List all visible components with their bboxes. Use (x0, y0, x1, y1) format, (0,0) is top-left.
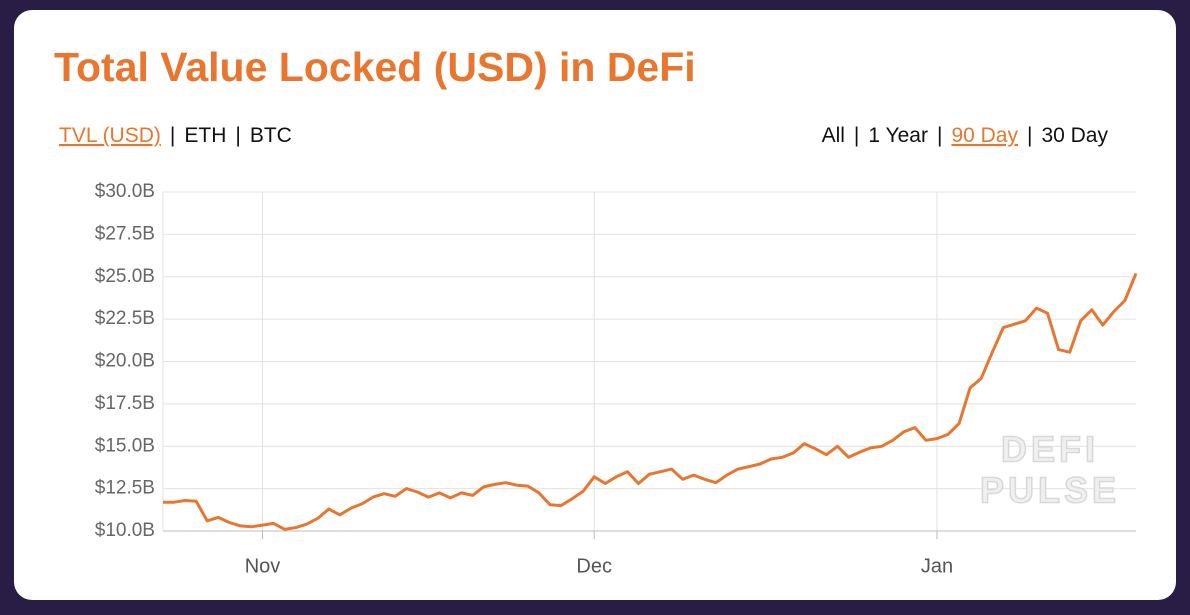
card (14, 10, 1176, 600)
y-tick-label: $12.5B (95, 478, 155, 499)
y-tick-label: $15.0B (95, 435, 155, 456)
x-tick-label: Nov (245, 555, 281, 577)
watermark: PULSE (980, 470, 1120, 511)
separator: | (170, 124, 175, 147)
tab[interactable]: ETH (184, 124, 226, 147)
y-tick-label: $25.0B (95, 266, 155, 287)
tab[interactable]: 1 Year (868, 124, 928, 147)
tab[interactable]: 30 Day (1041, 124, 1108, 147)
title: Total Value Locked (USD) in DeFi (54, 44, 696, 90)
y-tick-label: $20.0B (95, 351, 155, 372)
tab[interactable]: 90 Day (951, 124, 1018, 147)
y-tick-label: $10.0B (95, 520, 155, 541)
y-tick-label: $22.5B (95, 308, 155, 329)
y-tick-label: $27.5B (95, 223, 155, 244)
y-tick-label: $17.5B (95, 393, 155, 414)
separator: | (854, 124, 859, 147)
separator: | (1027, 124, 1032, 147)
x-tick-label: Dec (576, 555, 612, 577)
tab[interactable]: BTC (250, 124, 292, 147)
tab-bar: All | 1 Year | 90 Day | 30 Day (822, 124, 1109, 147)
tvl-line (163, 272, 1138, 531)
x-tick-label: Jan (921, 555, 953, 577)
tab[interactable]: TVL (USD) (59, 124, 161, 147)
separator: | (235, 124, 240, 147)
tab[interactable]: All (822, 124, 845, 147)
y-tick-label: $30.0B (95, 181, 155, 202)
separator: | (937, 124, 942, 147)
tab-bar: TVL (USD) | ETH | BTC (59, 124, 292, 147)
watermark: DEFI (1001, 429, 1099, 470)
